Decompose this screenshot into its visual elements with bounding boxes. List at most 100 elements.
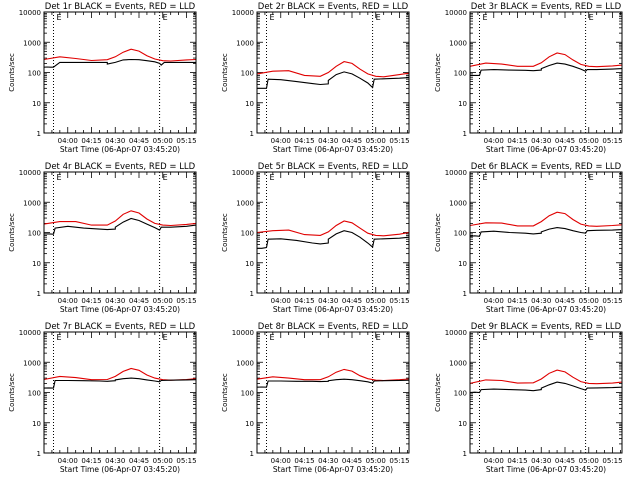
- chart-title: Det 5r BLACK = Events, RED = LLD: [258, 162, 409, 172]
- plot-frame: [469, 171, 623, 294]
- x-tick-label: 04:00: [484, 297, 504, 305]
- x-tick-label: 05:15: [389, 297, 409, 305]
- x-tick-label: 04:00: [58, 137, 78, 145]
- y-tick-label: 1: [37, 450, 41, 458]
- y-axis-label: Counts/sec: [221, 213, 229, 252]
- corner-mark: E: [57, 333, 62, 342]
- series-line-events: [469, 381, 623, 394]
- y-tick-label: 10: [32, 260, 41, 268]
- y-tick-label: 10000: [19, 169, 41, 177]
- chart-panel-4: Det 4r BLACK = Events, RED = LLD 1 10 100 10…: [8, 162, 197, 314]
- x-tick-label: 05:15: [602, 457, 622, 465]
- x-tick-label: 05:15: [602, 297, 622, 305]
- chart-panel-6: Det 6r BLACK = Events, RED = LLD 1 10 100 10…: [434, 162, 623, 314]
- y-tick-label: 10: [458, 420, 467, 428]
- y-tick-label: 10000: [232, 329, 254, 337]
- x-tick-label: 04:00: [484, 457, 504, 465]
- series-line-lld: [256, 61, 410, 78]
- x-axis-label: Start Time (06-Apr-07 03:45:20): [60, 465, 180, 474]
- series-line-lld: [469, 52, 623, 68]
- corner-mark: E: [163, 333, 168, 342]
- y-tick-label: 10000: [19, 329, 41, 337]
- x-tick-label: 04:15: [294, 297, 314, 305]
- plot-frame: [469, 331, 623, 454]
- plot-frame: [469, 11, 623, 134]
- chart-title: Det 8r BLACK = Events, RED = LLD: [258, 322, 409, 332]
- x-tick-label: 04:00: [271, 137, 291, 145]
- chart-title: Det 4r BLACK = Events, RED = LLD: [45, 162, 196, 172]
- x-tick-label: 04:15: [81, 457, 101, 465]
- x-tick-label: 04:30: [105, 297, 125, 305]
- x-tick-label: 05:00: [366, 457, 386, 465]
- y-tick-label: 10: [32, 100, 41, 108]
- y-tick-label: 1000: [449, 39, 467, 47]
- chart-title: Det 6r BLACK = Events, RED = LLD: [471, 162, 622, 172]
- x-tick-label: 04:00: [484, 137, 504, 145]
- plot-frame: [256, 11, 410, 134]
- chart-panel-1: Det 1r BLACK = Events, RED = LLD 1 10 100 10…: [8, 2, 197, 154]
- chart-panel-2: Det 2r BLACK = Events, RED = LLD 1 10 100 10…: [221, 2, 410, 154]
- x-tick-label: 04:00: [58, 457, 78, 465]
- y-tick-label: 1000: [236, 39, 254, 47]
- y-tick-label: 1: [37, 290, 41, 298]
- chart-panel-8: Det 8r BLACK = Events, RED = LLD 1 10 100 10…: [221, 322, 410, 474]
- x-tick-label: 05:15: [389, 457, 409, 465]
- y-tick-label: 10000: [445, 329, 467, 337]
- y-tick-label: 1: [250, 290, 254, 298]
- y-axis-label: Counts/sec: [8, 53, 16, 92]
- x-tick-label: 05:00: [579, 457, 599, 465]
- plot-frame: [256, 331, 410, 454]
- x-tick-label: 04:45: [129, 297, 149, 305]
- corner-mark: E: [483, 173, 488, 182]
- plot-frame: [43, 11, 197, 134]
- chart-title: Det 7r BLACK = Events, RED = LLD: [45, 322, 196, 332]
- chart-panel-7: Det 7r BLACK = Events, RED = LLD 1 10 100 10…: [8, 322, 197, 474]
- x-tick-label: 05:00: [153, 457, 173, 465]
- x-tick-label: 04:30: [105, 137, 125, 145]
- x-tick-label: 04:00: [271, 457, 291, 465]
- y-tick-label: 100: [454, 230, 467, 238]
- y-tick-label: 100: [28, 230, 41, 238]
- x-tick-label: 04:30: [531, 137, 551, 145]
- chart-title: Det 1r BLACK = Events, RED = LLD: [45, 2, 196, 12]
- y-tick-label: 1000: [236, 359, 254, 367]
- x-tick-label: 05:00: [153, 297, 173, 305]
- x-axis-label: Start Time (06-Apr-07 03:45:20): [60, 305, 180, 314]
- corner-mark: E: [589, 173, 594, 182]
- series-line-events: [470, 62, 623, 76]
- x-axis-label: Start Time (06-Apr-07 03:45:20): [273, 465, 393, 474]
- y-tick-label: 10: [458, 260, 467, 268]
- corner-mark: E: [376, 13, 381, 22]
- x-tick-label: 04:30: [318, 137, 338, 145]
- y-axis-label: Counts/sec: [221, 53, 229, 92]
- x-tick-label: 04:45: [555, 137, 575, 145]
- y-tick-label: 10000: [445, 9, 467, 17]
- series-line-events: [43, 377, 197, 389]
- x-tick-label: 04:15: [81, 297, 101, 305]
- x-axis-label: Start Time (06-Apr-07 03:45:20): [273, 145, 393, 154]
- series-line-lld: [43, 210, 197, 227]
- y-tick-label: 10: [458, 100, 467, 108]
- corner-mark: E: [589, 13, 594, 22]
- corner-mark: E: [57, 173, 62, 182]
- corner-mark: E: [57, 13, 62, 22]
- x-tick-label: 05:15: [176, 457, 196, 465]
- y-tick-label: 100: [28, 390, 41, 398]
- x-axis-label: Start Time (06-Apr-07 03:45:20): [273, 305, 393, 314]
- x-tick-label: 04:30: [105, 457, 125, 465]
- x-tick-label: 05:15: [602, 137, 622, 145]
- x-axis-label: Start Time (06-Apr-07 03:45:20): [486, 145, 606, 154]
- corner-mark: E: [270, 13, 275, 22]
- y-tick-label: 1: [250, 450, 254, 458]
- y-tick-label: 1: [463, 130, 467, 138]
- corner-mark: E: [589, 333, 594, 342]
- y-tick-label: 1000: [23, 199, 41, 207]
- y-tick-label: 1000: [236, 199, 254, 207]
- x-tick-label: 04:45: [555, 297, 575, 305]
- y-axis-label: Counts/sec: [8, 373, 16, 412]
- y-axis-label: Counts/sec: [434, 373, 442, 412]
- x-tick-label: 04:15: [507, 137, 527, 145]
- series-line-events: [43, 58, 196, 68]
